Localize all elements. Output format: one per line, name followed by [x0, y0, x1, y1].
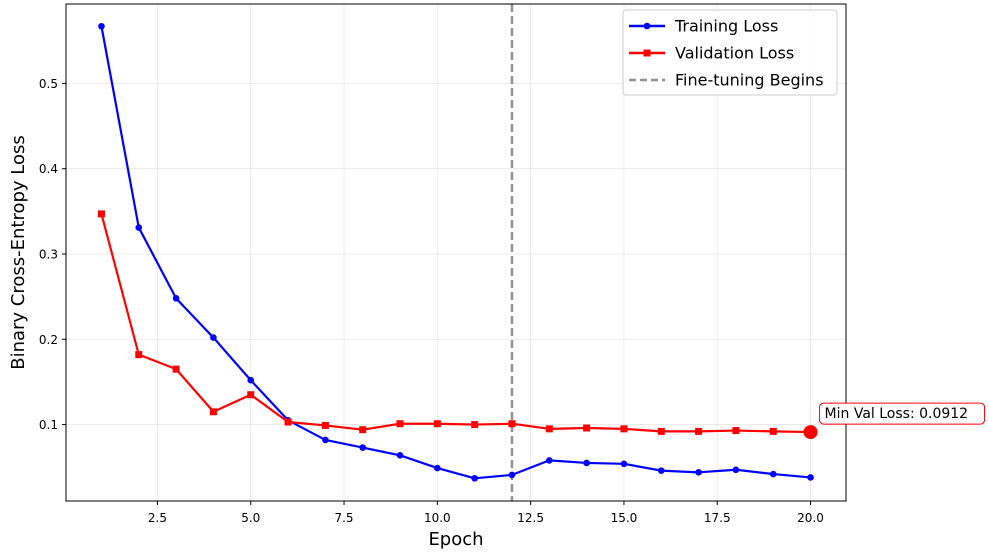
data-point	[769, 470, 777, 478]
x-tick-label: 20.0	[797, 511, 824, 525]
data-point	[657, 427, 665, 435]
min-val-highlight	[803, 425, 818, 440]
data-point	[471, 475, 478, 482]
x-tick-label: 5.0	[241, 511, 260, 525]
series-group	[97, 22, 818, 482]
legend-marker	[643, 22, 651, 30]
data-point	[545, 425, 553, 433]
legend-item-validation-loss: Validation Loss	[629, 44, 794, 63]
series-line	[100, 213, 811, 434]
y-tick-label: 0.5	[39, 77, 58, 91]
data-point	[620, 460, 628, 468]
data-point	[321, 421, 329, 429]
legend-label: Fine-tuning Begins	[675, 71, 824, 90]
annotation-box	[819, 402, 986, 425]
x-tick-label: 17.5	[704, 511, 731, 525]
x-tick-label: 15.0	[611, 511, 638, 525]
data-point	[508, 420, 516, 428]
data-point	[546, 457, 553, 464]
legend-item-training-loss: Training Loss	[629, 17, 778, 36]
data-point	[433, 420, 441, 428]
plot-frame	[65, 3, 847, 502]
data-point	[471, 421, 479, 429]
x-tick-label: 12.5	[517, 511, 544, 525]
legend: Training Loss Validation Loss Fine-tuning …	[622, 9, 838, 96]
data-point	[247, 391, 255, 399]
data-point	[583, 459, 590, 467]
data-point	[135, 351, 143, 359]
data-point	[657, 467, 665, 474]
series-validation-loss	[97, 210, 815, 436]
legend-marker	[643, 49, 651, 57]
y-tick-label: 0.2	[39, 333, 58, 347]
annotation-text: Min Val Loss: 0.0912	[825, 406, 969, 422]
y-tick-label: 0.4	[39, 162, 58, 176]
y-tick-label: 0.1	[39, 418, 58, 432]
legend-label: Validation Loss	[675, 44, 794, 63]
data-point	[359, 444, 366, 451]
y-axis-label: Binary Cross-Entropy Loss	[8, 135, 29, 370]
data-point	[135, 224, 143, 231]
data-point	[508, 471, 516, 479]
legend-item-fine-tuning-begins: Fine-tuning Begins	[629, 71, 824, 90]
data-point	[97, 210, 105, 218]
x-tick-label: 10.0	[424, 511, 451, 525]
x-tick-label: 7.5	[334, 511, 353, 525]
data-point	[620, 425, 628, 433]
data-point	[769, 427, 777, 435]
y-axis-ticks: 0.1 0.2 0.3 0.4 0.5	[39, 77, 66, 432]
data-point	[583, 424, 591, 432]
min-val-annotation: Min Val Loss: 0.0912	[819, 402, 986, 425]
x-axis-ticks: 2.5 5.0 7.5 10.0 12.5 15.0 17.5 20.0	[148, 501, 824, 525]
data-point	[695, 469, 702, 476]
data-point	[434, 464, 441, 472]
data-point	[396, 420, 404, 428]
legend-box	[622, 9, 838, 96]
data-point	[98, 22, 105, 30]
x-axis-label: Epoch	[428, 529, 483, 550]
data-point	[807, 474, 814, 481]
y-tick-label: 0.3	[39, 247, 58, 261]
data-point	[210, 334, 217, 341]
data-point	[172, 295, 180, 302]
data-point	[732, 466, 740, 474]
data-point	[247, 376, 255, 384]
data-point	[359, 426, 367, 434]
series-line	[100, 26, 811, 480]
data-point	[172, 365, 180, 373]
data-point	[209, 408, 217, 416]
data-point	[284, 418, 292, 426]
x-tick-label: 2.5	[148, 511, 167, 525]
legend-label: Training Loss	[674, 17, 778, 36]
data-point	[732, 427, 740, 435]
data-point	[695, 427, 703, 435]
data-point	[322, 436, 329, 444]
data-point	[396, 451, 404, 459]
